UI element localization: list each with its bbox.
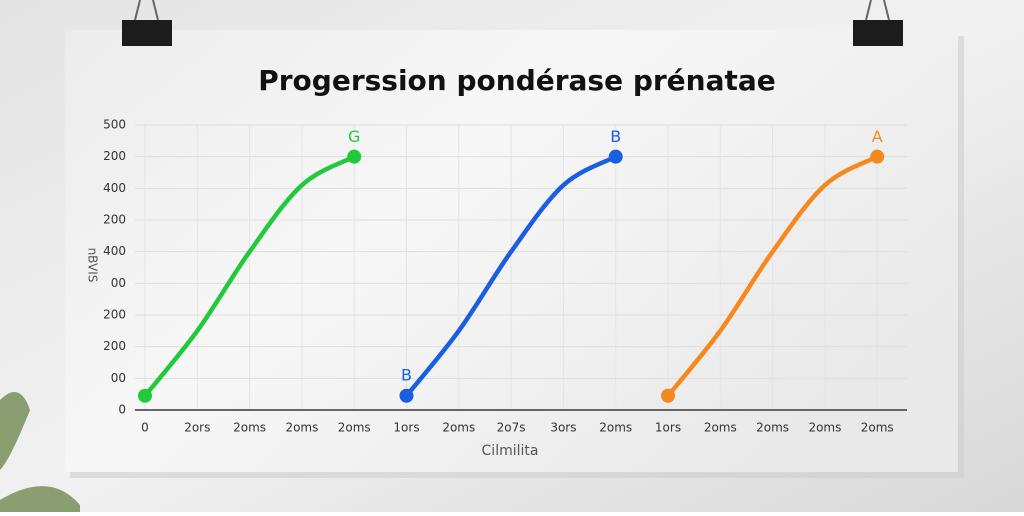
series-label: B [610,127,621,146]
y-tick-label: 200 [103,149,126,163]
end-dot [138,388,152,403]
x-tick-label: 0 [141,421,149,435]
y-tick-label: 400 [103,244,126,258]
y-tick-label: 200 [103,339,126,353]
y-tick-label: 200 [103,308,126,322]
series-label: G [348,127,360,146]
y-tick-label: 500 [103,118,126,132]
y-tick-label: 400 [103,181,126,195]
end-dot [661,388,675,403]
x-axis-title: Cilmilita [482,443,539,459]
line [404,154,618,398]
x-tick-label: 2oms [861,421,894,435]
y-tick-label: 00 [111,371,126,385]
clip-left [122,0,172,46]
series-label: A [872,127,883,146]
x-tick-label: 2oms [599,421,632,435]
x-tick-label: 2ors [184,421,210,435]
annotation: B [401,365,412,384]
y-axis-title: nBVIS [86,248,100,283]
x-tick-label: 2oms [442,421,475,435]
end-dot [399,388,414,403]
end-dot [608,149,623,164]
x-tick-label: 2o7s [497,421,526,435]
x-tick-label: 2oms [756,421,789,435]
x-tick-label: 2oms [338,421,371,435]
x-tick-label: 1ors [655,421,681,435]
y-tick-label: 200 [103,213,126,227]
end-dot [347,149,362,164]
line [665,154,880,398]
plant [0,392,80,512]
y-tick-label: 00 [111,276,126,290]
x-tick-label: 2oms [808,421,841,435]
x-tick-label: 3ors [550,421,576,435]
x-tick-label: 2oms [704,421,737,435]
chart-title: Progerssion pondérase prénatae [258,64,776,97]
clip-right [853,0,903,46]
x-tick-label: 1ors [393,421,419,435]
x-tick-label: 2oms [233,421,266,435]
x-tick-label: 2oms [285,421,318,435]
y-tick-label: 0 [118,403,126,417]
line [142,154,357,398]
end-dot [870,149,885,164]
